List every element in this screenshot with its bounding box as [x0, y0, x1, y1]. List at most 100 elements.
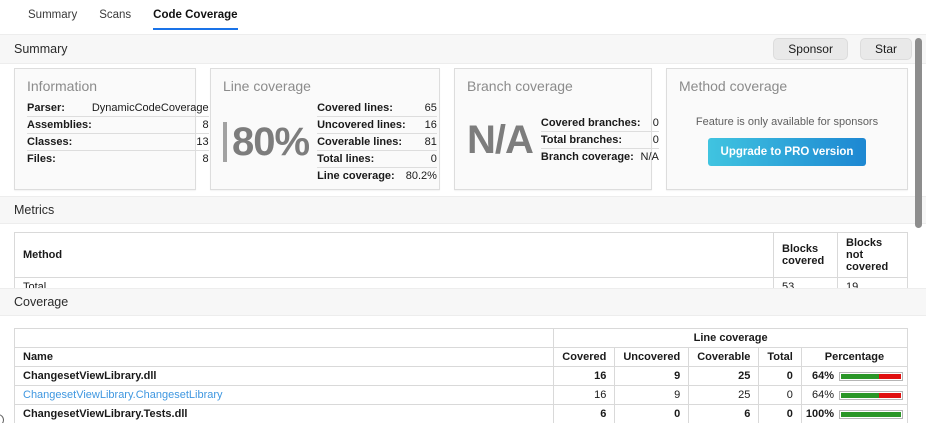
stat-label: Total branches: — [540, 131, 641, 149]
line-coverage-stats: Covered lines: 65 Uncovered lines: 16 Covera… — [317, 100, 437, 184]
coverage-bar — [839, 371, 903, 381]
metrics-col-method: Method — [13, 232, 775, 278]
coverage-bar-covered — [841, 373, 880, 379]
coverage-value-cell: 0 — [758, 404, 802, 423]
tab-code-coverage[interactable]: Code Coverage — [153, 9, 238, 30]
line-coverage-card: Line coverage 80% Covered lines: 65 Uncove… — [210, 68, 440, 190]
coverage-value-cell: 16 — [553, 385, 616, 405]
metrics-col-blocks-not-covered: Blocks not covered — [837, 232, 908, 278]
metrics-section-header: Metrics — [0, 196, 926, 224]
summary-section-title: Summary — [14, 42, 68, 56]
stat-label: Coverable lines: — [317, 133, 406, 151]
coverage-row: ChangesetViewLibrary.Tests.dll 6 0 6 0 100% — [13, 404, 909, 423]
coverage-bar — [839, 409, 903, 419]
coverage-header-row: Name Covered Uncovered Coverable Total P… — [13, 347, 909, 367]
branch-coverage-big-value: N/A — [467, 118, 534, 162]
coverage-col-covered: Covered — [553, 347, 616, 367]
stat-row: Assemblies: 8 — [27, 116, 209, 134]
coverage-value-cell: 0 — [758, 385, 802, 405]
coverage-value-cell: 9 — [614, 366, 690, 386]
stat-row: Total lines: 0 — [317, 150, 437, 168]
coverage-assembly-name: ChangesetViewLibrary.Tests.dll — [13, 404, 555, 423]
coverage-value-cell: 0 — [758, 366, 802, 386]
metrics-col-blocks-covered: Blocks covered — [773, 232, 838, 278]
coverage-col-total: Total — [758, 347, 802, 367]
stat-label: Branch coverage: — [540, 148, 641, 165]
vertical-scrollbar-thumb[interactable] — [915, 38, 922, 228]
coverage-group-header: Line coverage — [553, 328, 908, 348]
information-card: Information Parser: DynamicCodeCoverage As… — [14, 68, 209, 190]
coverage-value-cell: 6 — [688, 404, 760, 423]
coverage-row: ChangesetViewLibrary.dll 16 9 25 0 64% — [13, 366, 909, 386]
coverage-bar — [839, 390, 903, 400]
coverage-value-cell: 25 — [688, 366, 760, 386]
coverage-table-body: ChangesetViewLibrary.dll 16 9 25 0 64% Changes… — [13, 366, 909, 423]
coverage-value-cell: 16 — [553, 366, 616, 386]
method-coverage-card-title: Method coverage — [679, 78, 788, 94]
coverage-percentage-label: 100% — [805, 408, 834, 420]
upgrade-pro-button[interactable]: Upgrade to PRO version — [707, 138, 867, 166]
stat-row: Total branches: 0 — [540, 131, 659, 149]
coverage-row: ChangesetViewLibrary.ChangesetLibrary 16 9… — [13, 385, 909, 405]
cutoff-circle-bottom-left-icon — [0, 414, 4, 423]
stat-row: Covered lines: 65 — [317, 100, 437, 117]
stat-value: 65 — [424, 102, 437, 114]
coverage-group-empty-cell — [13, 328, 555, 348]
sponsor-only-notice: Feature is only available for sponsors — [695, 116, 879, 128]
stat-value: 8 — [91, 150, 209, 167]
coverage-percentage-label: 64% — [811, 389, 834, 401]
line-coverage-card-title: Line coverage — [223, 78, 311, 94]
report-tabbar: Summary Scans Code Coverage — [0, 0, 926, 30]
coverage-col-percentage: Percentage — [800, 347, 909, 367]
coverage-percentage-cell: 64% — [800, 385, 909, 405]
stat-value: 80.2% — [405, 167, 437, 184]
branch-coverage-card-title: Branch coverage — [467, 78, 573, 94]
sponsor-button[interactable]: Sponsor — [773, 38, 848, 60]
stat-value: N/A — [640, 148, 659, 165]
metrics-section-title: Metrics — [14, 203, 55, 217]
information-card-title: Information — [27, 78, 98, 94]
coverage-table: Line coverage Name Covered Uncovered Cov… — [13, 328, 909, 423]
method-coverage-card: Method coverage Feature is only availabl… — [666, 68, 908, 190]
stat-row: Parser: DynamicCodeCoverage — [27, 100, 209, 117]
tab-scans[interactable]: Scans — [99, 9, 132, 21]
coverage-class-link[interactable]: ChangesetViewLibrary.ChangesetLibrary — [13, 385, 555, 405]
stat-value: 0 — [652, 117, 659, 129]
stat-label: Assemblies: — [27, 116, 92, 134]
metrics-header-row: Method Blocks covered Blocks not covered — [13, 232, 908, 278]
coverage-value-cell: 6 — [553, 404, 616, 423]
stat-row: Classes: 13 — [27, 133, 209, 151]
stat-row: Line coverage: 80.2% — [317, 167, 437, 184]
stat-label: Files: — [27, 150, 92, 167]
coverage-percentage-cell: 100% — [800, 404, 909, 423]
tab-summary[interactable]: Summary — [28, 9, 78, 21]
stat-value: 81 — [405, 133, 437, 151]
coverage-value-cell: 0 — [614, 404, 690, 423]
summary-section-header: Summary Sponsor Star — [0, 34, 926, 64]
coverage-bar-covered — [841, 411, 901, 417]
coverage-value-cell: 25 — [688, 385, 760, 405]
coverage-section-header: Coverage — [0, 288, 926, 316]
stat-value: 8 — [91, 116, 209, 134]
stat-label: Uncovered lines: — [317, 116, 406, 134]
coverage-col-name: Name — [13, 347, 555, 367]
coverage-group-header-row: Line coverage — [13, 328, 908, 348]
star-button[interactable]: Star — [859, 38, 912, 60]
coverage-value-cell: 9 — [614, 385, 690, 405]
coverage-assembly-name: ChangesetViewLibrary.dll — [13, 366, 555, 386]
coverage-section-title: Coverage — [14, 295, 69, 309]
stat-row: Uncovered lines: 16 — [317, 116, 437, 134]
coverage-bar-uncovered — [879, 392, 901, 398]
stat-row: Files: 8 — [27, 150, 209, 167]
coverage-bar-covered — [841, 392, 880, 398]
stat-label: Parser: — [27, 102, 65, 114]
stat-label: Covered lines: — [317, 102, 393, 114]
stat-value: 13 — [91, 133, 209, 151]
summary-cards: Information Parser: DynamicCodeCoverage As… — [14, 68, 908, 190]
stat-value: 16 — [405, 116, 437, 134]
branch-coverage-card: Branch coverage N/A Covered branches: 0 To… — [454, 68, 659, 190]
stat-label: Total lines: — [317, 150, 406, 168]
stat-value: 0 — [640, 131, 659, 149]
line-coverage-big-value: 80% — [223, 122, 310, 162]
